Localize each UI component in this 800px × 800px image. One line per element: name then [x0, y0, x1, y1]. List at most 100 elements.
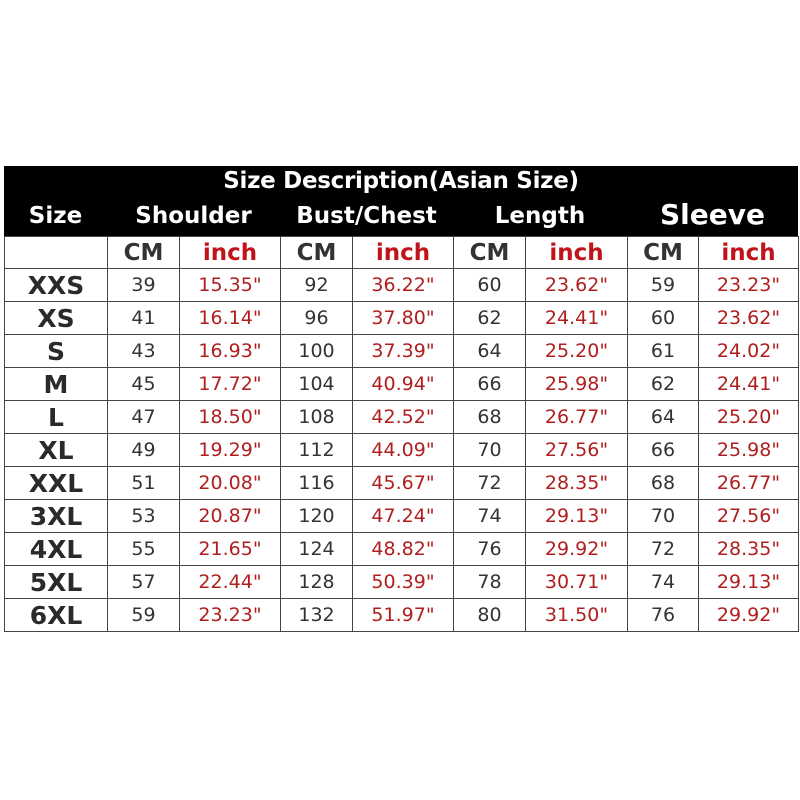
cm-value: 53	[107, 499, 180, 533]
unit-inch: inch	[179, 236, 281, 269]
inch-value: 50.39"	[352, 565, 454, 599]
cm-value: 62	[453, 301, 526, 335]
cm-value: 66	[453, 367, 526, 401]
cm-value: 116	[280, 466, 353, 500]
inch-value: 17.72"	[179, 367, 281, 401]
cm-value: 132	[280, 598, 353, 632]
cm-value: 78	[453, 565, 526, 599]
size-label: XS	[4, 301, 108, 335]
inch-value: 23.23"	[698, 268, 799, 302]
inch-value: 27.56"	[525, 433, 628, 467]
cm-value: 68	[627, 466, 699, 500]
unit-inch: inch	[698, 236, 799, 269]
cm-value: 80	[453, 598, 526, 632]
header-sleeve: Sleeve	[660, 198, 765, 231]
unit-inch: inch	[352, 236, 454, 269]
size-label: 3XL	[4, 499, 108, 533]
cm-value: 120	[280, 499, 353, 533]
inch-value: 27.56"	[698, 499, 799, 533]
table-row: L 47 18.50" 108 42.52" 68 26.77" 64 25.20"	[4, 400, 799, 434]
inch-value: 21.65"	[179, 532, 281, 566]
size-chart: Size Description(Asian Size) Size Should…	[4, 166, 799, 632]
table-row: XXL 51 20.08" 116 45.67" 72 28.35" 68 26.77"	[4, 466, 799, 500]
size-table: CM inch CM inch CM inch CM inch XXS 39 15.…	[4, 236, 799, 632]
cm-value: 66	[627, 433, 699, 467]
inch-value: 26.77"	[698, 466, 799, 500]
inch-value: 18.50"	[179, 400, 281, 434]
inch-value: 20.87"	[179, 499, 281, 533]
cm-value: 70	[627, 499, 699, 533]
table-row: 3XL 53 20.87" 120 47.24" 74 29.13" 70 27.56"	[4, 499, 799, 533]
cm-value: 49	[107, 433, 180, 467]
size-label: M	[4, 367, 108, 401]
cm-value: 51	[107, 466, 180, 500]
cm-value: 112	[280, 433, 353, 467]
size-label: XXS	[4, 268, 108, 302]
inch-value: 20.08"	[179, 466, 281, 500]
table-row: S 43 16.93" 100 37.39" 64 25.20" 61 24.02"	[4, 334, 799, 368]
cm-value: 64	[627, 400, 699, 434]
table-row: XXS 39 15.35" 92 36.22" 60 23.62" 59 23.23"	[4, 268, 799, 302]
cm-value: 72	[627, 532, 699, 566]
inch-value: 24.41"	[698, 367, 799, 401]
cm-value: 45	[107, 367, 180, 401]
cm-value: 60	[453, 268, 526, 302]
table-row: 6XL 59 23.23" 132 51.97" 80 31.50" 76 29.92"	[4, 598, 799, 632]
cm-value: 47	[107, 400, 180, 434]
inch-value: 31.50"	[525, 598, 628, 632]
inch-value: 23.23"	[179, 598, 281, 632]
cm-value: 74	[453, 499, 526, 533]
header-shoulder: Shoulder	[135, 203, 252, 229]
cm-value: 108	[280, 400, 353, 434]
header-bust-chest: Bust/Chest	[296, 203, 437, 229]
cm-value: 70	[453, 433, 526, 467]
cm-value: 104	[280, 367, 353, 401]
cm-value: 128	[280, 565, 353, 599]
inch-value: 42.52"	[352, 400, 454, 434]
header-length: Length	[494, 203, 586, 229]
inch-value: 37.80"	[352, 301, 454, 335]
size-label: 5XL	[4, 565, 108, 599]
cm-value: 55	[107, 532, 180, 566]
cm-value: 76	[627, 598, 699, 632]
unit-cm: CM	[280, 236, 353, 269]
inch-value: 29.92"	[525, 532, 628, 566]
table-header: Size Description(Asian Size) Size Should…	[4, 166, 798, 236]
inch-value: 30.71"	[525, 565, 628, 599]
inch-value: 22.44"	[179, 565, 281, 599]
inch-value: 40.94"	[352, 367, 454, 401]
table-row: 5XL 57 22.44" 128 50.39" 78 30.71" 74 29.13"	[4, 565, 799, 599]
cm-value: 57	[107, 565, 180, 599]
inch-value: 48.82"	[352, 532, 454, 566]
cm-value: 43	[107, 334, 180, 368]
inch-value: 29.13"	[698, 565, 799, 599]
inch-value: 16.14"	[179, 301, 281, 335]
inch-value: 25.20"	[525, 334, 628, 368]
size-label: XL	[4, 433, 108, 467]
inch-value: 16.93"	[179, 334, 281, 368]
inch-value: 25.98"	[525, 367, 628, 401]
unit-cm: CM	[453, 236, 526, 269]
table-row: XL 49 19.29" 112 44.09" 70 27.56" 66 25.98"	[4, 433, 799, 467]
cm-value: 60	[627, 301, 699, 335]
inch-value: 29.92"	[698, 598, 799, 632]
inch-value: 23.62"	[525, 268, 628, 302]
table-row: M 45 17.72" 104 40.94" 66 25.98" 62 24.41"	[4, 367, 799, 401]
inch-value: 24.41"	[525, 301, 628, 335]
inch-value: 28.35"	[525, 466, 628, 500]
inch-value: 26.77"	[525, 400, 628, 434]
cm-value: 59	[107, 598, 180, 632]
unit-inch: inch	[525, 236, 628, 269]
unit-cm: CM	[107, 236, 180, 269]
inch-value: 15.35"	[179, 268, 281, 302]
inch-value: 19.29"	[179, 433, 281, 467]
size-label: 4XL	[4, 532, 108, 566]
cm-value: 39	[107, 268, 180, 302]
inch-value: 44.09"	[352, 433, 454, 467]
inch-value: 51.97"	[352, 598, 454, 632]
inch-value: 25.20"	[698, 400, 799, 434]
cm-value: 124	[280, 532, 353, 566]
inch-value: 37.39"	[352, 334, 454, 368]
size-label: S	[4, 334, 108, 368]
header-size: Size	[28, 203, 83, 229]
